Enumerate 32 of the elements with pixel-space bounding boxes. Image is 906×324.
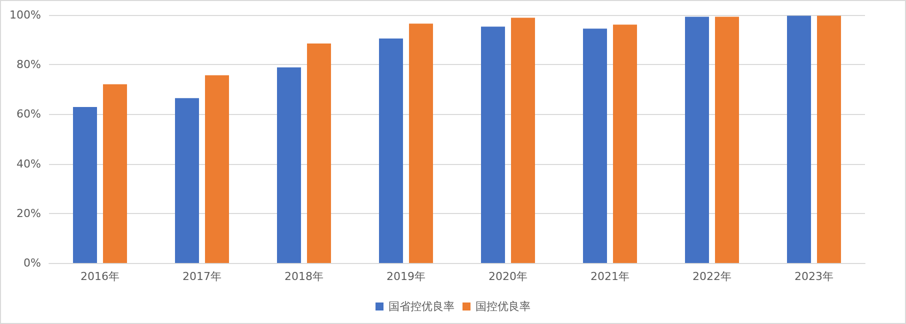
legend-label: 国控优良率	[476, 300, 530, 313]
x-tick-label: 2021年	[590, 270, 630, 283]
x-tick-label: 2023年	[794, 270, 834, 283]
y-tick-label: 20%	[16, 206, 41, 220]
y-tick-label: 0%	[24, 256, 41, 270]
bar	[409, 24, 433, 263]
y-tick-label: 100%	[10, 8, 41, 22]
y-tick-label: 60%	[16, 108, 41, 121]
y-tick-label: 40%	[16, 157, 41, 170]
bar	[715, 16, 739, 263]
bar	[817, 16, 841, 263]
x-tick-label: 2016年	[80, 270, 120, 283]
bar	[685, 16, 709, 263]
bar	[307, 44, 331, 263]
legend-label: 国省控优良率	[388, 300, 454, 313]
x-tick-label: 2019年	[386, 270, 426, 283]
x-tick-label: 2018年	[284, 270, 324, 283]
bar	[103, 84, 127, 263]
bar	[511, 18, 535, 263]
bar	[379, 38, 403, 263]
bar	[205, 75, 229, 263]
bar	[73, 107, 97, 263]
bar	[175, 98, 199, 263]
bar	[613, 24, 637, 263]
bar	[277, 67, 301, 263]
bar	[787, 16, 811, 263]
x-tick-label: 2020年	[488, 270, 528, 283]
x-tick-label: 2017年	[182, 270, 222, 283]
x-tick-label: 2022年	[692, 270, 732, 283]
bar	[481, 26, 505, 263]
y-tick-label: 80%	[16, 58, 41, 72]
bar	[583, 28, 607, 263]
